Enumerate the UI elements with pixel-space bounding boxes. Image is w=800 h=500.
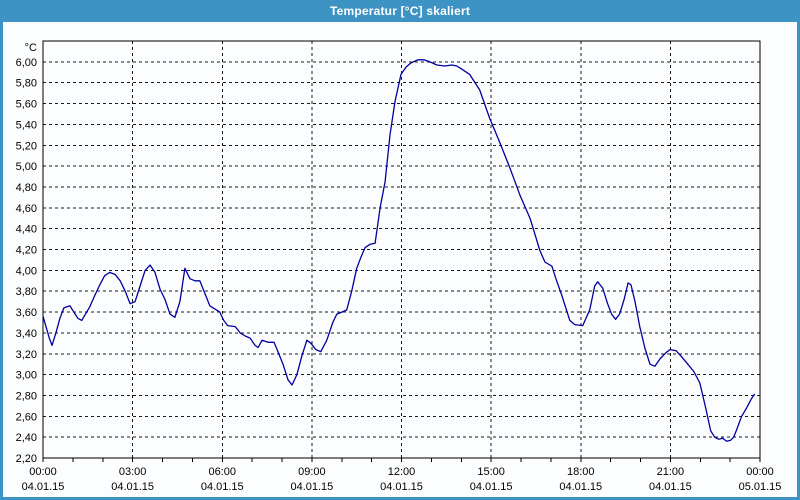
svg-text:15:00: 15:00 [477, 466, 505, 478]
svg-text:18:00: 18:00 [567, 466, 595, 478]
svg-text:2,60: 2,60 [16, 411, 37, 423]
window-titlebar[interactable]: Temperatur [°C] skaliert [0, 0, 800, 22]
svg-text:2,40: 2,40 [16, 432, 37, 444]
svg-text:4,20: 4,20 [16, 245, 37, 257]
svg-text:00:00: 00:00 [29, 466, 57, 478]
svg-text:3,00: 3,00 [16, 370, 37, 382]
svg-text:04.01.15: 04.01.15 [201, 481, 244, 493]
svg-text:03:00: 03:00 [119, 466, 147, 478]
series-line-temperatur [42, 59, 756, 442]
svg-text:4,40: 4,40 [16, 224, 37, 236]
svg-text:05.01.15: 05.01.15 [739, 481, 782, 493]
svg-text:5,60: 5,60 [16, 99, 37, 111]
svg-text:04.01.15: 04.01.15 [22, 481, 65, 493]
svg-text:06:00: 06:00 [208, 466, 236, 478]
svg-text:2,20: 2,20 [16, 453, 37, 465]
svg-text:3,20: 3,20 [16, 349, 37, 361]
svg-text:09:00: 09:00 [298, 466, 326, 478]
svg-text:5,40: 5,40 [16, 119, 37, 131]
svg-text:5,00: 5,00 [16, 161, 37, 173]
svg-text:3,40: 3,40 [16, 328, 37, 340]
svg-text:5,80: 5,80 [16, 78, 37, 90]
svg-text:4,80: 4,80 [16, 182, 37, 194]
svg-text:6,00: 6,00 [16, 57, 37, 69]
svg-text:4,00: 4,00 [16, 265, 37, 277]
svg-text:°C: °C [25, 42, 37, 54]
svg-text:21:00: 21:00 [657, 466, 685, 478]
svg-text:04.01.15: 04.01.15 [290, 481, 333, 493]
svg-text:12:00: 12:00 [388, 466, 416, 478]
svg-text:5,20: 5,20 [16, 140, 37, 152]
svg-text:04.01.15: 04.01.15 [649, 481, 692, 493]
svg-text:00:00: 00:00 [746, 466, 774, 478]
svg-text:2,80: 2,80 [16, 390, 37, 402]
svg-text:04.01.15: 04.01.15 [111, 481, 154, 493]
window-title: Temperatur [°C] skaliert [329, 4, 471, 18]
svg-text:04.01.15: 04.01.15 [470, 481, 513, 493]
svg-text:3,80: 3,80 [16, 286, 37, 298]
svg-text:04.01.15: 04.01.15 [380, 481, 423, 493]
svg-text:3,60: 3,60 [16, 307, 37, 319]
svg-text:04.01.15: 04.01.15 [559, 481, 602, 493]
svg-text:4,60: 4,60 [16, 203, 37, 215]
